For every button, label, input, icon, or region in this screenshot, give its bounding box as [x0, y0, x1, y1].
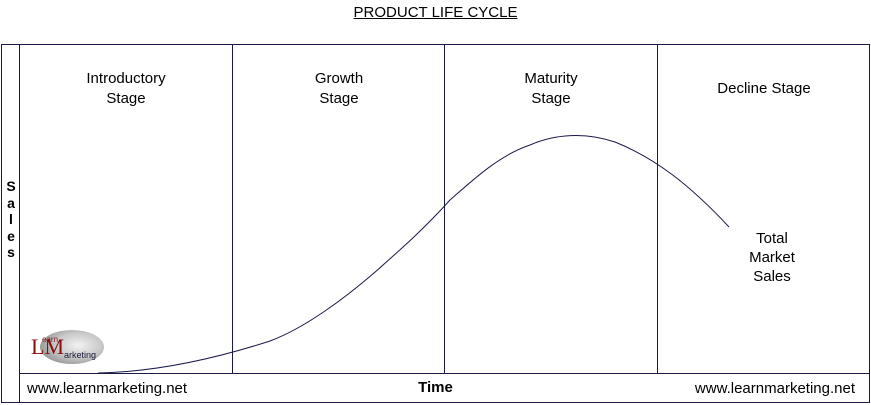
- stage-label: Stage: [531, 90, 571, 107]
- stage-label: Stage: [106, 90, 146, 107]
- stage-label: Stage: [319, 90, 359, 107]
- stage-growth: Growth Stage: [233, 69, 445, 109]
- sales-axis-label: S a l e s: [2, 178, 20, 261]
- footer-url-left: www.learnmarketing.net: [27, 380, 188, 397]
- stage-divider: [657, 44, 658, 374]
- stage-introductory: Introductory Stage: [20, 69, 232, 109]
- time-axis-label: Time: [418, 379, 453, 396]
- curve-label-line: Total: [756, 230, 788, 247]
- sales-curve-line: [97, 135, 730, 374]
- stage-decline: Decline Stage: [658, 79, 870, 99]
- diagram-title: PRODUCT LIFE CYCLE: [353, 4, 518, 21]
- stage-divider: [444, 44, 445, 374]
- sales-letter: l: [9, 211, 13, 227]
- stage-label: Growth: [314, 70, 364, 87]
- sales-axis-box: S a l e s: [1, 44, 19, 403]
- stage-label: Maturity: [524, 70, 578, 87]
- logo-text-top: earn: [42, 335, 58, 344]
- curve-label-line: Market: [749, 249, 795, 266]
- stage-label: Decline Stage: [717, 80, 811, 97]
- stage-maturity: Maturity Stage: [445, 69, 657, 109]
- stage-label: Introductory: [86, 70, 166, 87]
- footer-url-right: www.learnmarketing.net: [694, 380, 855, 397]
- sales-letter: e: [7, 227, 15, 244]
- learnmarketing-logo: LM earn arketing: [31, 330, 104, 364]
- curve-label-line: Sales: [753, 268, 791, 285]
- sales-letter: a: [7, 194, 15, 211]
- logo-letter-l: LM: [31, 334, 64, 359]
- stage-divider: [232, 44, 233, 374]
- sales-letter: s: [7, 244, 15, 260]
- logo-text-bottom: arketing: [64, 350, 96, 360]
- curve-label: Total Market Sales: [732, 229, 812, 286]
- time-axis-box: [19, 373, 870, 403]
- sales-letter: S: [6, 178, 16, 194]
